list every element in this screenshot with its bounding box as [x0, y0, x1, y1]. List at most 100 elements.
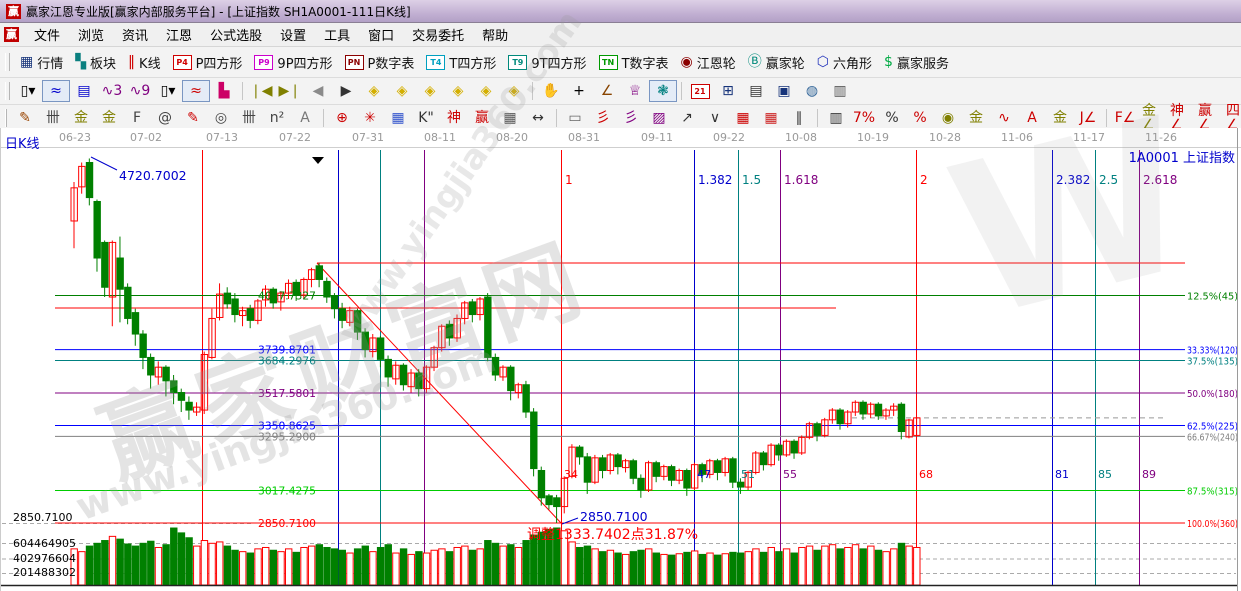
n-square-icon: n²	[269, 110, 285, 126]
tool-icon-si-angle[interactable]: 四∠	[1223, 104, 1241, 132]
tool-icon-wave-3[interactable]: ∿3	[98, 80, 126, 102]
toolbar-button-t-number-table[interactable]: TN T数字表	[593, 50, 675, 75]
tool-icon-print[interactable]: ▥	[826, 80, 854, 102]
tool-icon-parallel-lines[interactable]: ∥	[785, 107, 813, 129]
kline-chart-canvas[interactable]: 06-23 07-02 07-13 07-22 07-31 08-11 08-20 08-31…	[0, 128, 1241, 591]
menu-item-help[interactable]: 帮助	[482, 29, 509, 44]
tool-icon-pen[interactable]: ✎	[11, 107, 39, 129]
tool-icon-gold-level[interactable]: 金	[962, 107, 990, 129]
tool-icon-ying-grid[interactable]: 赢	[468, 107, 496, 129]
menu-item-window[interactable]: 窗口	[368, 29, 395, 44]
tool-icon-price-comb[interactable]: 卌	[39, 107, 67, 129]
tool-icon-crown-tool[interactable]: ♕	[621, 80, 649, 102]
tool-icon-percent[interactable]: %	[878, 107, 906, 129]
tool-icon-gold-wave[interactable]: 金	[1046, 107, 1074, 129]
tool-icon-gold-grid-2[interactable]: 金	[95, 107, 123, 129]
tool-icon-f-grid[interactable]: F	[123, 107, 151, 129]
tool-icon-pen-grid[interactable]: ✎	[179, 107, 207, 129]
tool-icon-j-angle[interactable]: J∠	[1074, 107, 1102, 129]
tool-icon-num-grid[interactable]: ▦	[496, 107, 524, 129]
toolbar-button-p-square[interactable]: P4 P四方形	[167, 50, 249, 75]
tool-icon-gold-angle[interactable]: 金∠	[1139, 104, 1167, 132]
tool-icon-save[interactable]: ▣	[770, 80, 798, 102]
toolbar-button-winner-service[interactable]: $ 赢家服务	[878, 50, 955, 75]
tool-icon-n-square[interactable]: n²	[263, 107, 291, 129]
tool-icon-prev-bar[interactable]: ◀	[304, 80, 332, 102]
toolbar-button-p9-square[interactable]: P9 9P四方形	[248, 50, 338, 75]
tool-icon-angle-tool[interactable]: ∠	[593, 80, 621, 102]
toolbar-button-t9-square[interactable]: T9 9T四方形	[502, 50, 592, 75]
tool-icon-histogram[interactable]: ▙	[210, 80, 238, 102]
tool-icon-notebook[interactable]: ▤	[742, 80, 770, 102]
menu-item-tools[interactable]: 工具	[324, 29, 351, 44]
toolbar-button-t-square[interactable]: T4 T四方形	[420, 50, 502, 75]
toolbar-button-sectors[interactable]: ▚ 板块	[69, 50, 122, 75]
tool-icon-diamond-expand[interactable]: ◈	[444, 80, 472, 102]
tool-icon-shen-grid[interactable]: 神	[440, 107, 468, 129]
tool-icon-time-comb[interactable]: 卌	[235, 107, 263, 129]
menu-item-formula-stock-pick[interactable]: 公式选股	[210, 29, 263, 44]
toolbar-button-gann-wheel[interactable]: ◉ 江恩轮	[675, 50, 742, 75]
tool-icon-pct-strike[interactable]: 7%	[850, 107, 878, 129]
hand-tool-icon: ✋	[542, 83, 560, 99]
tool-icon-time-wheel[interactable]: ◎	[207, 107, 235, 129]
tool-icon-v-wave[interactable]: ∨	[701, 107, 729, 129]
toolbar-button-hexagon[interactable]: ⬡ 六角形	[811, 50, 878, 75]
tool-icon-k-mark[interactable]: K"	[412, 107, 440, 129]
tool-icon-first-bar[interactable]: ❘◀	[247, 80, 276, 102]
tool-icon-wave-9[interactable]: ∿9	[126, 80, 154, 102]
tool-icon-blue-grid[interactable]: ▦	[384, 107, 412, 129]
tool-icon-last-bar[interactable]: ▶❘	[276, 80, 305, 102]
tool-icon-crosshair-tool[interactable]: +	[565, 80, 593, 102]
tool-icon-note-blue[interactable]: ▤	[70, 80, 98, 102]
tool-icon-h-measure[interactable]: ↔	[524, 107, 552, 129]
tool-icon-spiral[interactable]: @	[151, 107, 179, 129]
tool-icon-next-bar[interactable]: ▶	[332, 80, 360, 102]
tool-icon-a-line[interactable]: A	[291, 107, 319, 129]
tool-icon-trend-arrows[interactable]: ↗	[673, 107, 701, 129]
tool-icon-star-wheel[interactable]: ✳	[356, 107, 384, 129]
menu-item-news[interactable]: 资讯	[122, 29, 149, 44]
tool-icon-f-angle[interactable]: F∠	[1111, 107, 1139, 129]
tool-icon-diamond-all[interactable]: ◈	[500, 80, 528, 102]
tool-icon-fan-red[interactable]: 彡	[589, 107, 617, 129]
tool-icon-diamond-cross[interactable]: ◈	[472, 80, 500, 102]
tool-icon-price-scale[interactable]: ▥	[822, 107, 850, 129]
tool-icon-calculator[interactable]: ⊞	[714, 80, 742, 102]
tool-icon-fan-purple[interactable]: 彡	[617, 107, 645, 129]
tool-icon-network[interactable]: ◍	[798, 80, 826, 102]
tool-icon-pattern-tool[interactable]: ❃	[649, 80, 677, 102]
tool-icon-red-grid-center[interactable]: ▦	[757, 107, 785, 129]
tool-icon-calendar[interactable]: 21	[686, 80, 714, 102]
tool-icon-diamond-left[interactable]: ◈	[360, 80, 388, 102]
tool-icon-zigzag-red[interactable]: ≈	[182, 80, 210, 102]
tool-icon-percent-line[interactable]: %	[906, 107, 934, 129]
tool-icon-diamond-horizontal[interactable]: ◈	[416, 80, 444, 102]
tool-icon-hand-tool[interactable]: ✋	[537, 80, 565, 102]
tool-icon-diamond-right[interactable]: ◈	[388, 80, 416, 102]
tool-icon-frame[interactable]: ▭	[561, 107, 589, 129]
tool-icon-fan-grid[interactable]: ▨	[645, 107, 673, 129]
menu-item-settings[interactable]: 设置	[280, 29, 307, 44]
candle-style-dropdown-icon: ▯▾	[20, 83, 36, 99]
tool-icon-gold-circle[interactable]: ◉	[934, 107, 962, 129]
toolbar-button-p-number-table[interactable]: PN P数字表	[339, 50, 421, 75]
tool-icon-candle-type-dropdown[interactable]: ▯▾	[154, 80, 182, 102]
tool-icon-wave-pen[interactable]: ∿	[990, 107, 1018, 129]
tool-icon-shen-angle[interactable]: 神∠	[1167, 104, 1195, 132]
toolbar-button-quotes[interactable]: ▦ 行情	[14, 50, 69, 75]
menu-item-file[interactable]: 文件	[34, 29, 61, 44]
tool-icon-gold-grid-1[interactable]: 金	[67, 107, 95, 129]
menu-item-trade-delegate[interactable]: 交易委托	[412, 29, 465, 44]
toolbar-button-winner-wheel[interactable]: Ⓑ 赢家轮	[742, 50, 811, 75]
menu-item-gann[interactable]: 江恩	[166, 29, 193, 44]
toolbar-button-kline[interactable]: ‖ K线	[122, 50, 167, 75]
menu-item-browse[interactable]: 浏览	[78, 29, 105, 44]
tool-icon-candle-style-dropdown[interactable]: ▯▾	[14, 80, 42, 102]
tool-icon-zigzag-blue[interactable]: ≈	[42, 80, 70, 102]
tool-icon-ying-angle[interactable]: 赢∠	[1195, 104, 1223, 132]
tool-icon-red-grid[interactable]: ▦	[729, 107, 757, 129]
tool-icon-a-wave[interactable]: A	[1018, 107, 1046, 129]
tool-icon-target-cross[interactable]: ⊕	[328, 107, 356, 129]
kline-chart-panel[interactable]: 赢家财富网 www.yingjia360.com www.yingjia360.…	[0, 3, 1241, 591]
